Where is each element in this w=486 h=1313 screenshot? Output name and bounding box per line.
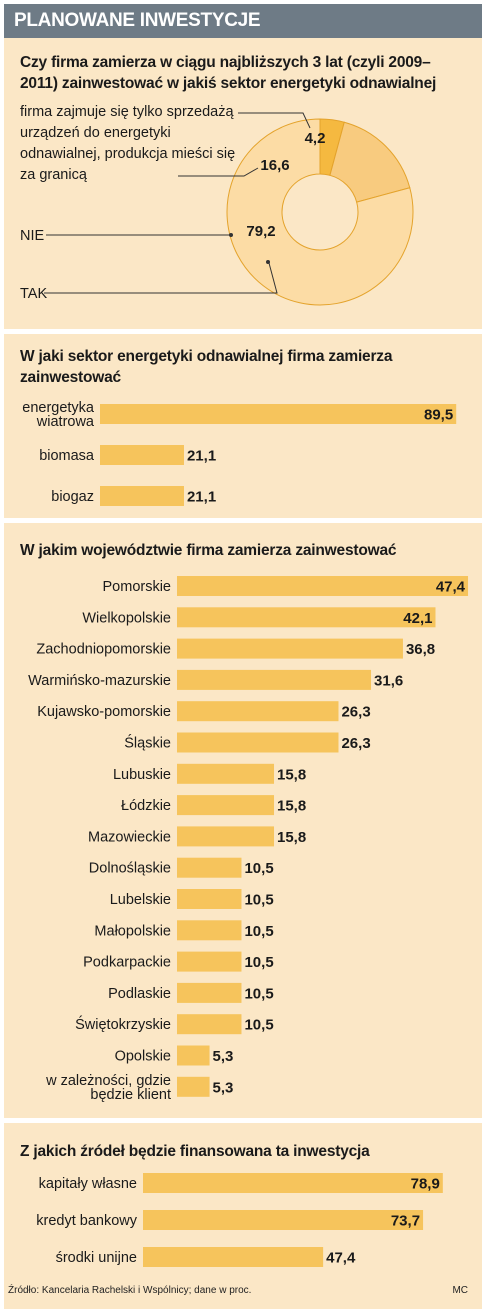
bar-value-label: 10,5 <box>244 954 273 971</box>
bar-category-label: energetyka <box>22 400 95 416</box>
bar <box>177 763 275 784</box>
bar <box>100 445 184 465</box>
bar-category-label: Małopolskie <box>94 923 171 939</box>
bar-value-label: 31,6 <box>374 672 403 689</box>
section-divider <box>4 518 482 523</box>
bar <box>143 1247 324 1267</box>
bar-value-label: 47,4 <box>436 579 466 596</box>
bar-category-label: Warmińsko-mazurskie <box>28 673 171 689</box>
pie-category-label: odnawialnej, produkcja mieści się <box>20 146 235 162</box>
bar-category-label: Mazowieckie <box>88 829 171 845</box>
bar <box>100 404 457 424</box>
pie-category-label: NIE <box>20 228 45 244</box>
bar <box>177 607 436 628</box>
bar <box>177 795 275 816</box>
bar <box>177 951 242 972</box>
bar-value-label: 21,1 <box>187 489 216 506</box>
bar-category-label: Podlaskie <box>108 986 171 1002</box>
bar-value-label: 26,3 <box>341 735 370 752</box>
bar-category-label: Świętokrzyskie <box>75 1015 171 1033</box>
bar <box>177 732 339 753</box>
bar-category-label: kapitały własne <box>39 1176 137 1192</box>
bar-category-label: biomasa <box>39 448 95 464</box>
section-divider <box>4 329 482 334</box>
bar-value-label: 15,8 <box>277 798 306 815</box>
bar-category-label: Zachodniopomorskie <box>36 642 171 658</box>
page-title: PLANOWANE INWESTYCJE <box>14 10 261 31</box>
bar-category-label: środki unijne <box>56 1250 137 1266</box>
bar <box>177 576 469 596</box>
bar-value-label: 21,1 <box>187 448 216 465</box>
pie-category-label: firma zajmuje się tylko sprzedażą <box>20 104 234 120</box>
bar <box>177 1076 210 1097</box>
bar-category-label: będzie klient <box>90 1087 171 1103</box>
bar-value-label: 10,5 <box>244 923 273 940</box>
bar-value-label: 73,7 <box>391 1213 420 1230</box>
bar-category-label: Kujawsko-pomorskie <box>37 704 171 720</box>
section-divider <box>4 1118 482 1123</box>
bar-value-label: 10,5 <box>244 985 273 1002</box>
bar-category-label: w zależności, gdzie <box>45 1073 171 1089</box>
sector-chart-title: W jaki sektor energetyki odnawialnej fir… <box>20 348 393 386</box>
bar-value-label: 26,3 <box>341 704 370 721</box>
bar-category-label: kredyt bankowy <box>36 1213 137 1229</box>
bar-category-label: Lubuskie <box>113 767 171 783</box>
bar-value-label: 10,5 <box>244 860 273 877</box>
bar-category-label: Łódzkie <box>121 798 171 814</box>
source-note: Źródło: Kancelaria Rachelski i Wspólnicy… <box>8 1285 252 1296</box>
leader-line <box>238 112 311 129</box>
bar-category-label: Opolskie <box>115 1049 171 1065</box>
financing-chart-title: Z jakich źródeł będzie finansowana ta in… <box>20 1143 370 1160</box>
pie-category-label: TAK <box>20 286 47 302</box>
leader-line <box>178 167 259 177</box>
bar-value-label: 42,1 <box>403 610 432 627</box>
bar <box>177 920 242 941</box>
bar-value-label: 15,8 <box>277 829 306 846</box>
bar <box>177 826 275 847</box>
bar-category-label: Pomorskie <box>103 579 172 595</box>
pie-value-label: 16,6 <box>260 157 289 174</box>
bar <box>177 638 403 659</box>
header-bar: PLANOWANE INWESTYCJE <box>4 4 482 38</box>
author-initials: MC <box>452 1285 468 1296</box>
bar-category-label: Lubelskie <box>110 892 171 908</box>
bar-value-label: 78,9 <box>411 1176 440 1193</box>
leader-dot <box>229 233 233 237</box>
bar-value-label: 47,4 <box>326 1250 356 1267</box>
bar <box>177 982 242 1003</box>
bar <box>177 1014 242 1035</box>
bar-category-label: biogaz <box>51 489 94 505</box>
bar-value-label: 10,5 <box>244 892 273 909</box>
bar-value-label: 10,5 <box>244 1017 273 1034</box>
bar-value-label: 5,3 <box>213 1079 234 1096</box>
bar <box>177 669 372 690</box>
bar-category-label: Wielkopolskie <box>82 610 171 626</box>
bar <box>177 889 242 909</box>
pie-category-label: urządzeń do energetyki <box>20 125 171 141</box>
region-chart-title: W jakim województwie firma zamierza zain… <box>20 542 397 559</box>
bar <box>177 857 242 878</box>
pie-chart-title: Czy firma zamierza w ciągu najbliższych … <box>20 54 437 92</box>
pie-slice <box>329 121 411 203</box>
bar-category-label: Śląskie <box>124 734 171 752</box>
bar-category-label: wiatrowa <box>36 414 95 430</box>
pie-category-label: za granicą <box>20 167 88 183</box>
bar <box>143 1173 443 1193</box>
bar-value-label: 89,5 <box>424 407 453 424</box>
pie-slice <box>226 118 414 306</box>
pie-value-label: 79,2 <box>246 223 275 240</box>
bar <box>100 486 184 506</box>
bar <box>177 701 339 722</box>
bar <box>143 1210 424 1230</box>
bar-category-label: Podkarpackie <box>83 955 171 971</box>
bar-value-label: 36,8 <box>406 641 435 658</box>
bar-value-label: 5,3 <box>213 1048 234 1065</box>
bar-category-label: Dolnośląskie <box>89 861 171 877</box>
leader-line <box>44 262 278 294</box>
bar <box>177 1045 210 1066</box>
pie-value-label: 4,2 <box>305 130 326 147</box>
bar-value-label: 15,8 <box>277 766 306 783</box>
leader-dot <box>266 260 270 264</box>
